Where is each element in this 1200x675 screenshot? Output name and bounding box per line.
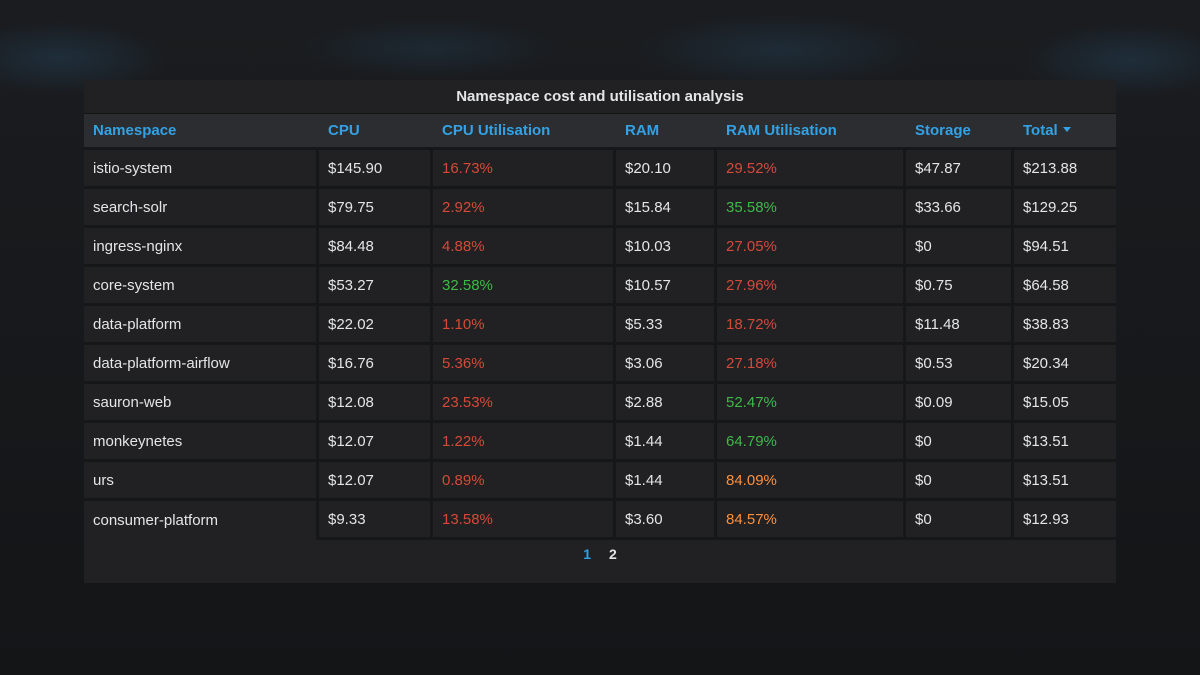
cell-cpu-utilisation: 32.58% [433, 264, 616, 303]
cell-cpu-utilisation: 16.73% [433, 147, 616, 186]
cell-ram-utilisation: 84.57% [717, 498, 906, 540]
cell-namespace: consumer-platform [84, 498, 319, 540]
cell-cpu-utilisation: 23.53% [433, 381, 616, 420]
table-row: monkeynetes $12.07 1.22% $1.44 64.79% $0 $13.5… [84, 420, 1116, 459]
cell-ram-utilisation: 52.47% [717, 381, 906, 420]
cell-storage: $0.09 [906, 381, 1014, 420]
table-row: data-platform $22.02 1.10% $5.33 18.72% $11.4… [84, 303, 1116, 342]
cell-storage: $0 [906, 420, 1014, 459]
panel-title: Namespace cost and utilisation analysis [456, 88, 744, 105]
cell-storage: $47.87 [906, 147, 1014, 186]
cell-namespace: ingress-nginx [84, 225, 319, 264]
cell-namespace: search-solr [84, 186, 319, 225]
column-header-ram-utilisation[interactable]: RAM Utilisation [717, 113, 906, 147]
cell-ram-utilisation: 27.18% [717, 342, 906, 381]
table-row: ingress-nginx $84.48 4.88% $10.03 27.05% $0 $9… [84, 225, 1116, 264]
cell-cpu: $22.02 [319, 303, 433, 342]
cell-ram-utilisation: 18.72% [717, 303, 906, 342]
cell-namespace: sauron-web [84, 381, 319, 420]
cell-cpu: $79.75 [319, 186, 433, 225]
cell-ram: $1.44 [616, 459, 717, 498]
cell-storage: $0.75 [906, 264, 1014, 303]
cell-namespace: data-platform-airflow [84, 342, 319, 381]
page-link-1[interactable]: 1 [583, 546, 591, 562]
cell-ram-utilisation: 64.79% [717, 420, 906, 459]
page-link-2[interactable]: 2 [609, 546, 617, 562]
cell-ram-utilisation: 27.05% [717, 225, 906, 264]
cell-ram-utilisation: 29.52% [717, 147, 906, 186]
cell-cpu: $12.07 [319, 459, 433, 498]
table-row: consumer-platform $9.33 13.58% $3.60 84.57% $… [84, 498, 1116, 540]
cell-cpu-utilisation: 0.89% [433, 459, 616, 498]
cell-ram: $10.03 [616, 225, 717, 264]
cell-ram: $1.44 [616, 420, 717, 459]
cell-cpu: $145.90 [319, 147, 433, 186]
cell-ram-utilisation: 35.58% [717, 186, 906, 225]
cell-storage: $0 [906, 459, 1014, 498]
cell-cpu-utilisation: 4.88% [433, 225, 616, 264]
table-row: sauron-web $12.08 23.53% $2.88 52.47% $0.09 $1… [84, 381, 1116, 420]
table-panel: Namespace cost and utilisation analysis … [84, 80, 1116, 583]
column-header-storage[interactable]: Storage [906, 113, 1014, 147]
table-row: search-solr $79.75 2.92% $15.84 35.58% $33.66… [84, 186, 1116, 225]
cell-storage: $11.48 [906, 303, 1014, 342]
column-header-cpu-utilisation[interactable]: CPU Utilisation [433, 113, 616, 147]
cell-cpu: $12.07 [319, 420, 433, 459]
cell-total: $38.83 [1014, 303, 1116, 342]
column-header-ram[interactable]: RAM [616, 113, 717, 147]
cell-namespace: urs [84, 459, 319, 498]
column-header-cpu[interactable]: CPU [319, 113, 433, 147]
cell-namespace: istio-system [84, 147, 319, 186]
cell-ram: $3.60 [616, 498, 717, 540]
column-header-total[interactable]: Total [1014, 113, 1116, 147]
cell-cpu: $16.76 [319, 342, 433, 381]
cell-namespace: core-system [84, 264, 319, 303]
cell-total: $64.58 [1014, 264, 1116, 303]
cell-cpu-utilisation: 1.10% [433, 303, 616, 342]
cell-cpu: $9.33 [319, 498, 433, 540]
cell-storage: $0 [906, 498, 1014, 540]
cell-cpu-utilisation: 5.36% [433, 342, 616, 381]
caret-down-icon [1062, 126, 1071, 132]
cell-total: $213.88 [1014, 147, 1116, 186]
cell-cpu: $12.08 [319, 381, 433, 420]
table-row: data-platform-airflow $16.76 5.36% $3.06 27.… [84, 342, 1116, 381]
cell-total: $13.51 [1014, 420, 1116, 459]
table-row: core-system $53.27 32.58% $10.57 27.96% $0.75… [84, 264, 1116, 303]
cell-cpu: $53.27 [319, 264, 433, 303]
cell-total: $12.93 [1014, 498, 1116, 540]
cell-ram-utilisation: 84.09% [717, 459, 906, 498]
cell-namespace: monkeynetes [84, 420, 319, 459]
cell-ram: $2.88 [616, 381, 717, 420]
column-header-namespace[interactable]: Namespace [84, 113, 319, 147]
cell-ram: $10.57 [616, 264, 717, 303]
table-row: istio-system $145.90 16.73% $20.10 29.52% $47… [84, 147, 1116, 186]
cell-total: $13.51 [1014, 459, 1116, 498]
cell-total: $15.05 [1014, 381, 1116, 420]
cell-cpu: $84.48 [319, 225, 433, 264]
cell-ram-utilisation: 27.96% [717, 264, 906, 303]
cell-namespace: data-platform [84, 303, 319, 342]
cell-cpu-utilisation: 1.22% [433, 420, 616, 459]
cell-ram: $3.06 [616, 342, 717, 381]
table-row: urs $12.07 0.89% $1.44 84.09% $0 $13.51 [84, 459, 1116, 498]
cell-cpu-utilisation: 2.92% [433, 186, 616, 225]
cell-ram: $5.33 [616, 303, 717, 342]
cell-cpu-utilisation: 13.58% [433, 498, 616, 540]
cell-ram: $20.10 [616, 147, 717, 186]
cell-total: $20.34 [1014, 342, 1116, 381]
cell-storage: $0.53 [906, 342, 1014, 381]
table-header-row: Namespace CPU CPU Utilisation RAM RAM Ut… [84, 113, 1116, 147]
cell-storage: $0 [906, 225, 1014, 264]
cell-storage: $33.66 [906, 186, 1014, 225]
cell-total: $129.25 [1014, 186, 1116, 225]
cost-table: Namespace CPU CPU Utilisation RAM RAM Ut… [84, 113, 1116, 540]
cell-ram: $15.84 [616, 186, 717, 225]
cell-total: $94.51 [1014, 225, 1116, 264]
